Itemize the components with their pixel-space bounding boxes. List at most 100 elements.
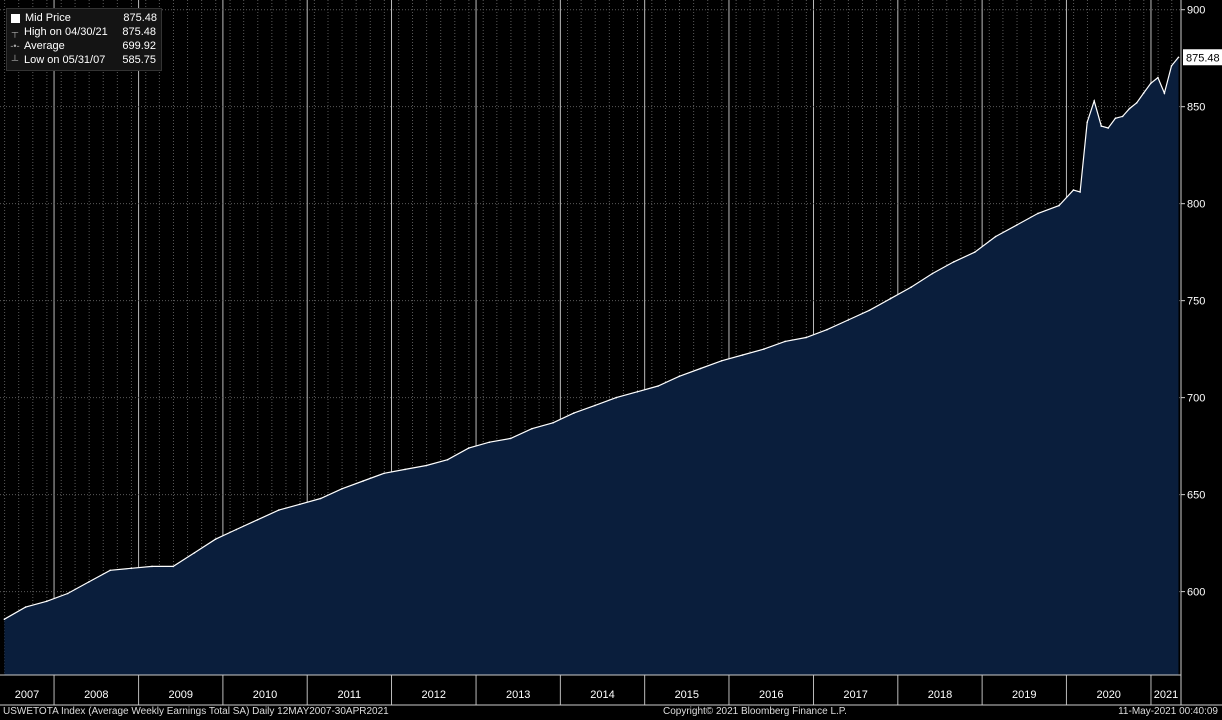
data-point [488,441,491,444]
data-point [952,261,955,263]
x-tick-label: 2010 [253,689,277,701]
data-point [657,385,659,387]
legend-label: Average [24,40,65,52]
data-point [467,447,470,449]
data-point [3,618,6,620]
footer: USWETOTA Index (Average Weekly Earnings … [0,706,1222,720]
data-point [1107,127,1109,129]
x-tick-label: 2007 [15,689,39,701]
series-area-mid-price [4,57,1179,676]
data-point [319,497,322,500]
data-point [531,427,533,430]
x-tick-label: 2021 [1154,689,1178,701]
last-price-marker [1183,49,1222,66]
last-price-label: 875.48 [1186,52,1220,64]
x-tick-label: 2016 [759,689,783,701]
high-marker-icon: ┬ [11,27,19,37]
legend-box-icon [11,13,20,23]
footer-timestamp: 11-May-2021 00:40:09 [1118,706,1218,717]
data-point [1114,117,1117,120]
data-point [1121,115,1124,118]
data-point [172,565,174,568]
legend-label: High on 04/30/21 [24,26,108,38]
data-point [994,235,997,238]
data-point [805,336,807,339]
data-point [910,286,912,288]
data-point [931,272,934,275]
data-point [741,354,744,356]
legend-row-low: ┴ Low on 05/31/07 585.75 [10,53,157,67]
legend-row-average: -•- Average 699.92 [10,39,157,53]
data-point [1142,92,1145,94]
x-tick-label: 2012 [422,689,446,701]
legend-row-high: ┬ High on 04/30/21 875.48 [10,25,157,39]
y-tick-label: 750 [1187,296,1205,308]
last-price-marker-group: 875.48 [1183,49,1222,66]
data-point [763,348,765,350]
footer-copyright: Copyright© 2021 Bloomberg Finance L.P. [663,706,847,717]
data-point [784,340,786,343]
data-point [847,319,849,321]
data-point [130,567,132,570]
data-point [299,503,301,506]
legend-row-mid-price[interactable]: Mid Price 875.48 [10,11,157,25]
y-tick-label: 900 [1187,5,1205,17]
x-tick-label: 2009 [168,689,192,701]
data-point [1100,125,1103,127]
data-point [552,422,554,424]
x-tick-label: 2020 [1096,689,1120,701]
legend-value: 699.92 [122,40,156,52]
data-point [109,569,111,572]
y-tick-label: 650 [1187,490,1205,502]
data-point [1170,65,1173,67]
y-tick-label: 700 [1187,393,1205,405]
data-point [594,404,596,407]
data-point [1093,100,1095,102]
data-point [826,328,828,331]
x-tick-label: 2018 [928,689,952,701]
data-point [615,396,618,399]
data-point [278,509,280,511]
data-point [362,480,364,482]
x-tick-label: 2008 [84,689,108,701]
footer-security-description: USWETOTA Index (Average Weekly Earnings … [3,706,389,717]
data-point [66,592,69,595]
data-point [509,437,512,440]
legend-label: Mid Price [25,12,71,24]
low-marker-icon: ┴ [11,55,19,65]
data-point [636,391,639,393]
data-point [1163,92,1166,94]
data-point [699,367,702,370]
x-tick-label: 2015 [675,689,699,701]
legend-value: 875.48 [123,12,157,24]
data-point [1037,212,1039,215]
legend-value: 875.48 [122,26,156,38]
y-tick-label: 800 [1187,199,1205,211]
data-point [1128,107,1131,110]
legend: Mid Price 875.48 ┬ High on 04/30/21 875.… [6,8,162,71]
x-tick-label: 2011 [338,689,362,701]
data-point [193,552,196,554]
data-point [573,412,575,414]
data-point [235,528,238,531]
data-point [1157,76,1159,79]
data-point [446,458,449,461]
data-point [1072,189,1075,191]
data-point [678,375,681,378]
data-point [45,600,48,603]
legend-label: Low on 05/31/07 [24,54,106,66]
data-point [973,251,976,253]
x-tick-label: 2014 [590,689,614,701]
x-tick-label: 2019 [1012,689,1036,701]
series-points [3,56,1180,620]
data-point [341,488,343,490]
data-point [383,472,385,475]
data-point [24,606,27,608]
data-point [1016,224,1018,226]
data-point [404,468,406,471]
legend-value: 585.75 [122,54,156,66]
data-point [1058,204,1060,207]
x-tick-label: 2017 [843,689,867,701]
data-point [1079,191,1081,193]
